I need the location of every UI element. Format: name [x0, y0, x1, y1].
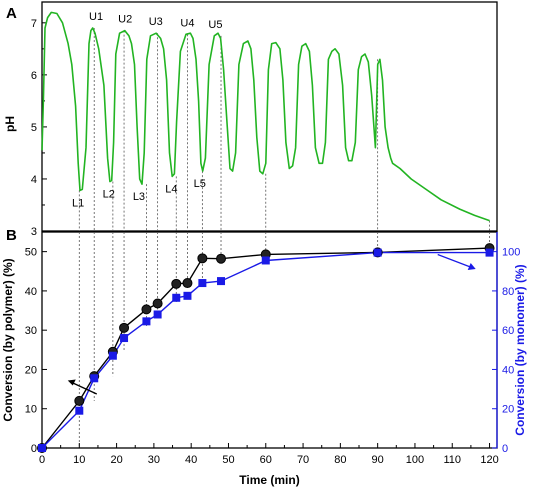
time-tick-label: 110 — [443, 454, 461, 466]
monomer-arrowhead — [467, 263, 476, 271]
time-tick-label: 20 — [110, 454, 122, 466]
ph-axis-label: pH — [3, 116, 17, 132]
time-tick-label: 80 — [334, 454, 346, 466]
time-tick-label: 60 — [260, 454, 272, 466]
axis-indicator-arrows — [67, 253, 476, 395]
polymer-point — [197, 253, 208, 264]
polymer-point — [152, 298, 163, 309]
annotation-l1: L1 — [72, 197, 84, 209]
annotation-u2: U2 — [118, 14, 132, 26]
panel-b-x-ticks: 0 10 20 30 40 50 60 70 80 90 100 110 120 — [39, 443, 499, 466]
panel-b-guide-lines — [78, 232, 490, 448]
polymer-axis-arrow — [70, 381, 98, 395]
time-tick-label: 10 — [73, 454, 85, 466]
monomer-axis-arrow — [437, 253, 472, 269]
polymer-arrowhead — [67, 379, 76, 386]
monomer-series-points — [38, 248, 494, 452]
time-tick-label: 120 — [480, 454, 498, 466]
ph-curve — [41, 11, 490, 222]
polymer-tick-label: 50 — [25, 247, 37, 259]
conversion-monomer-axis-label: Conversion (by monomer) (%) — [513, 264, 527, 435]
monomer-point — [183, 291, 192, 300]
polymer-point — [74, 395, 85, 406]
ph-tick-label: 5 — [31, 122, 37, 134]
panel-b-chart: 0 10 20 30 40 50 60 70 80 90 100 110 120 0 10 20 30 40 50… — [1, 231, 527, 487]
annotation-l3: L3 — [133, 191, 145, 203]
panel-a-chart: 3 4 5 6 7 U1 U2 U3 U4 U5 L1 L2 L3 L4 L5 pH — [3, 1, 498, 238]
polymer-point — [171, 278, 182, 289]
panel-b-y-ticks-left: 0 10 20 30 40 50 — [25, 247, 47, 455]
ph-tick-label: 3 — [31, 226, 37, 238]
monomer-point — [172, 293, 181, 302]
monomer-tick-label: 20 — [502, 404, 514, 416]
polymer-point — [216, 253, 227, 264]
annotation-u4: U4 — [180, 17, 194, 29]
panel-a-plot-area — [41, 1, 498, 232]
ph-tick-label: 6 — [31, 70, 37, 82]
annotation-l5: L5 — [194, 178, 206, 190]
polymer-tick-label: 20 — [25, 364, 37, 376]
annotation-u3: U3 — [149, 16, 163, 28]
monomer-point — [38, 444, 46, 452]
monomer-point — [75, 406, 84, 415]
ph-tick-label: 4 — [31, 174, 37, 186]
ph-tick-label: 7 — [31, 18, 37, 30]
monomer-point — [217, 277, 226, 286]
polymer-tick-label: 0 — [31, 443, 37, 455]
monomer-tick-label: 80 — [502, 286, 514, 298]
monomer-point — [198, 279, 207, 288]
time-tick-label: 0 — [39, 454, 45, 466]
polymer-point — [141, 304, 152, 315]
annotation-u1: U1 — [89, 11, 103, 23]
polymer-series-line — [41, 247, 490, 449]
time-tick-label: 30 — [148, 454, 160, 466]
monomer-point — [485, 248, 494, 257]
monomer-point — [153, 310, 162, 319]
polymer-series-points — [37, 243, 495, 453]
panel-a-annotations: U1 U2 U3 U4 U5 L1 L2 L3 L4 L5 — [72, 11, 222, 209]
monomer-tick-label: 0 — [502, 443, 508, 455]
monomer-point — [120, 334, 129, 343]
panel-b-letter: B — [6, 227, 17, 244]
time-tick-label: 90 — [372, 454, 384, 466]
time-tick-label: 40 — [185, 454, 197, 466]
time-tick-label: 100 — [406, 454, 424, 466]
panel-a-letter: A — [6, 5, 17, 22]
annotation-l4: L4 — [165, 183, 177, 195]
monomer-tick-label: 40 — [502, 364, 514, 376]
polymer-point — [119, 322, 130, 333]
monomer-point — [108, 351, 117, 360]
monomer-tick-label: 60 — [502, 325, 514, 337]
polymer-point — [182, 278, 193, 289]
panel-a-y-ticks: 3 4 5 6 7 — [31, 18, 47, 238]
polymer-tick-label: 40 — [25, 286, 37, 298]
monomer-point — [142, 317, 151, 326]
annotation-l2: L2 — [103, 189, 115, 201]
monomer-point — [373, 248, 382, 257]
monomer-point — [261, 256, 270, 265]
monomer-point — [90, 374, 99, 383]
monomer-tick-label: 100 — [502, 247, 520, 259]
polymer-tick-label: 30 — [25, 325, 37, 337]
time-tick-label: 50 — [222, 454, 234, 466]
polymer-tick-label: 10 — [25, 404, 37, 416]
annotation-u5: U5 — [208, 19, 222, 31]
conversion-polymer-axis-label: Conversion (by polymer) (%) — [1, 258, 15, 421]
time-tick-label: 70 — [297, 454, 309, 466]
panel-b-y-ticks-right: 0 20 40 60 80 100 — [492, 232, 520, 455]
time-axis-label: Time (min) — [239, 473, 299, 487]
